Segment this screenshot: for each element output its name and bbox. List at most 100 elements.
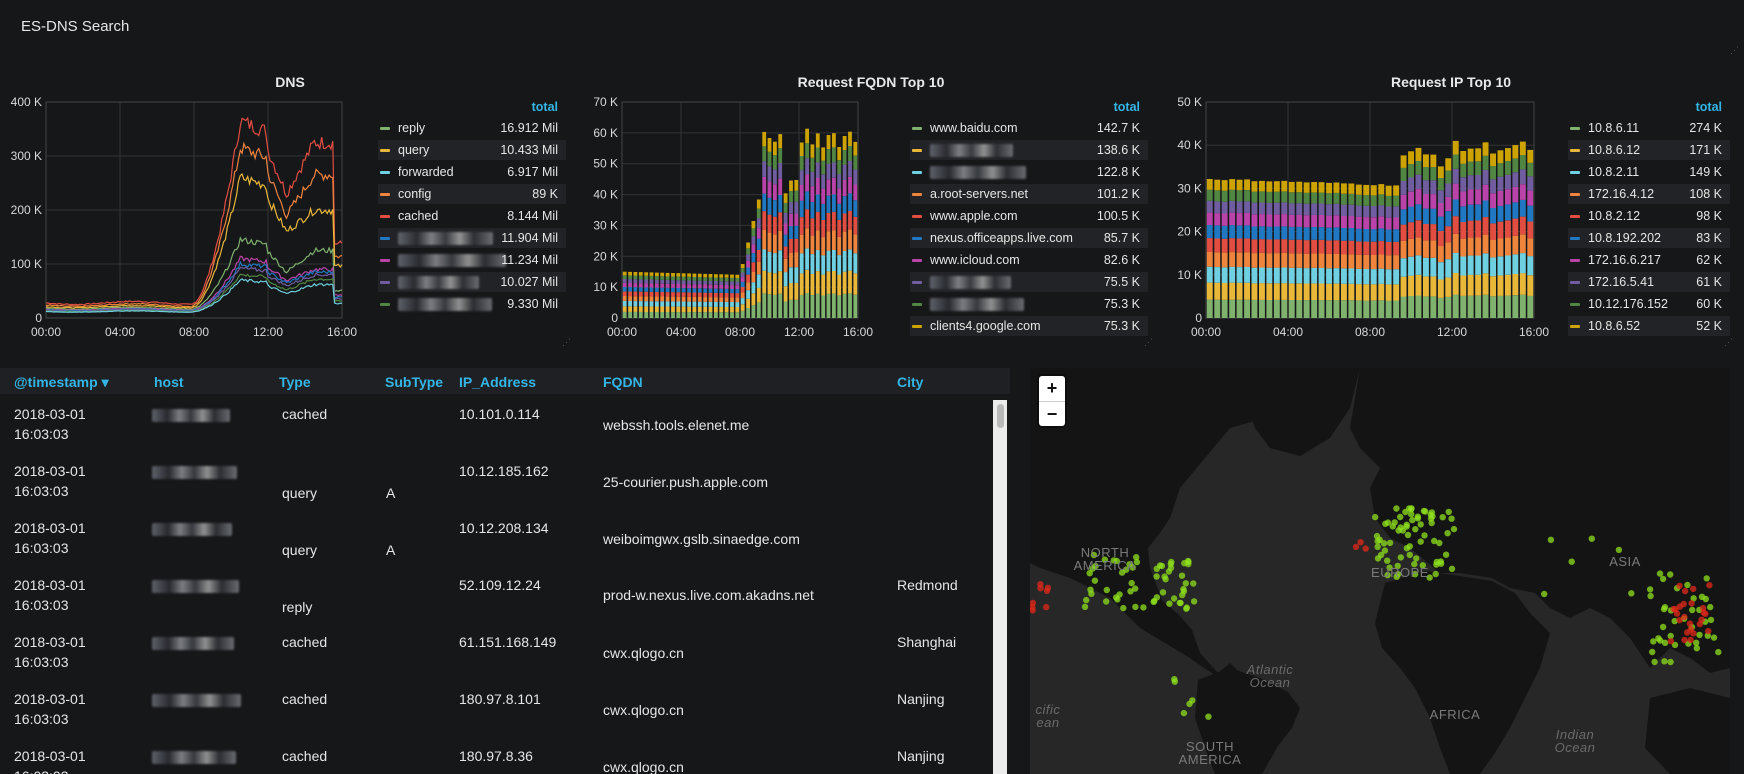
stacked-bar-segment[interactable] [1355,254,1362,269]
stacked-bar-segment[interactable] [687,273,691,277]
map-point[interactable] [1092,562,1099,570]
stacked-bar-segment[interactable] [1460,206,1467,223]
stacked-bar-segment[interactable] [1393,185,1400,196]
legend-item[interactable]: cached 8.144 Mil [378,206,566,226]
stacked-bar-segment[interactable] [1266,267,1273,284]
map-point[interactable] [1384,557,1391,564]
stacked-bar-segment[interactable] [671,287,675,293]
stacked-bar-segment[interactable] [842,164,847,180]
map-point[interactable] [1386,539,1394,547]
map-point[interactable] [1393,505,1400,512]
stacked-bar-segment[interactable] [638,291,643,297]
stacked-bar-segment[interactable] [1221,299,1228,318]
stacked-bar-segment[interactable] [842,150,847,165]
series-line[interactable] [45,278,343,313]
stacked-bar-segment[interactable] [783,212,788,224]
stacked-bar-segment[interactable] [848,249,852,271]
map-point[interactable] [1158,562,1166,570]
stacked-bar-segment[interactable] [1378,216,1385,229]
map-point[interactable] [1357,539,1364,546]
stacked-bar-segment[interactable] [1333,300,1340,318]
stacked-bar-segment[interactable] [1385,255,1392,270]
stacked-bar-segment[interactable] [837,274,842,296]
stacked-bar-segment[interactable] [703,306,708,313]
stacked-bar-segment[interactable] [1259,283,1265,300]
stacked-bar-segment[interactable] [794,213,799,226]
stacked-bar-segment[interactable] [697,312,702,318]
stacked-bar-segment[interactable] [1281,299,1288,318]
table-row[interactable]: 2018-03-01 16:03:03 cached 61.151.168.149 cw… [0,632,993,689]
stacked-bar-segment[interactable] [1266,239,1273,254]
map-point[interactable] [1671,617,1678,625]
stacked-bar-segment[interactable] [1452,216,1459,234]
stacked-bar-segment[interactable] [1259,226,1265,240]
resize-handle-icon[interactable]: ⋰ [1724,337,1733,347]
map-point[interactable] [1413,555,1420,562]
stacked-bar-segment[interactable] [1273,253,1280,268]
map-point[interactable] [1043,587,1051,594]
map-point[interactable] [1715,648,1722,656]
map-point[interactable] [1372,513,1379,521]
stacked-bar-segment[interactable] [1214,299,1221,318]
map-point[interactable] [1362,545,1369,552]
stacked-bar-segment[interactable] [1281,239,1288,253]
stacked-bar-segment[interactable] [1445,211,1452,227]
stacked-bar-segment[interactable] [692,288,697,293]
map-point[interactable] [1408,511,1415,518]
stacked-bar-segment[interactable] [1236,225,1243,239]
stacked-bar-segment[interactable] [1363,241,1370,255]
stacked-bar-segment[interactable] [1415,204,1422,221]
map-point[interactable] [1693,639,1700,646]
stacked-bar-segment[interactable] [644,283,649,288]
stacked-bar-segment[interactable] [660,279,665,284]
stacked-bar-segment[interactable] [799,253,804,274]
stacked-bar-segment[interactable] [1505,189,1511,205]
stacked-bar-segment[interactable] [1281,214,1288,227]
stacked-bar-segment[interactable] [1460,177,1467,192]
stacked-bar-segment[interactable] [671,280,675,284]
stacked-bar-segment[interactable] [1415,147,1422,161]
stacked-bar-segment[interactable] [1519,216,1526,235]
stacked-bar-segment[interactable] [1273,226,1280,240]
stacked-bar-segment[interactable] [751,221,756,229]
stacked-bar-segment[interactable] [1363,254,1370,269]
stacked-bar-segment[interactable] [810,295,815,318]
map-point[interactable] [1030,599,1037,607]
stacked-bar-segment[interactable] [730,297,734,302]
stacked-bar-segment[interactable] [1482,234,1489,254]
map-point[interactable] [1168,558,1175,566]
stacked-bar-segment[interactable] [1326,283,1332,301]
stacked-bar-segment[interactable] [853,169,858,185]
stacked-bar-segment[interactable] [832,250,836,271]
stacked-bar-segment[interactable] [756,218,761,229]
stacked-bar-segment[interactable] [1445,259,1452,278]
stacked-bar-segment[interactable] [767,166,772,182]
stacked-bar-segment[interactable] [671,276,675,281]
stacked-bar-segment[interactable] [805,248,809,270]
stacked-bar-segment[interactable] [740,298,745,305]
map-point[interactable] [1684,629,1691,636]
column-header-host[interactable]: host [154,374,184,390]
stacked-bar-segment[interactable] [644,296,649,302]
stacked-bar-segment[interactable] [676,273,681,277]
stacked-bar-segment[interactable] [1236,299,1243,318]
stacked-bar-segment[interactable] [687,312,691,318]
stacked-bar-segment[interactable] [1370,300,1377,319]
stacked-bar-segment[interactable] [746,254,750,261]
stacked-bar-segment[interactable] [1445,242,1452,260]
stacked-bar-segment[interactable] [628,271,632,276]
map-point[interactable] [1170,595,1178,602]
stacked-bar-segment[interactable] [746,290,750,299]
map-point[interactable] [1432,570,1439,578]
stacked-bar-segment[interactable] [1229,282,1236,300]
stacked-bar-segment[interactable] [746,267,750,275]
stacked-bar-segment[interactable] [762,293,767,318]
stacked-bar-segment[interactable] [1214,179,1221,191]
stacked-bar-segment[interactable] [1288,239,1295,254]
stacked-bar-segment[interactable] [676,312,681,318]
stacked-bar-segment[interactable] [810,218,815,236]
map-point[interactable] [1588,535,1595,542]
stacked-bar-segment[interactable] [1214,225,1221,239]
stacked-bar-segment[interactable] [789,283,793,300]
map-point[interactable] [1081,603,1089,610]
